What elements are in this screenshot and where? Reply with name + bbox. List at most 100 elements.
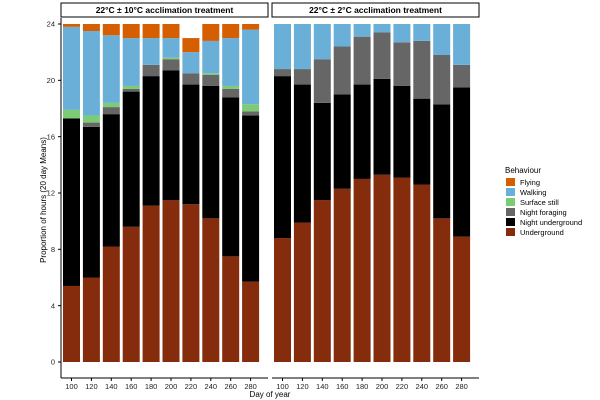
bar-left-160-underground bbox=[122, 226, 140, 362]
bar-left-180-night-underground bbox=[142, 76, 160, 206]
bar-left-100-walking bbox=[63, 26, 80, 110]
bar-left-100-flying bbox=[63, 24, 80, 27]
bar-right-240-walking bbox=[413, 24, 431, 41]
bar-right-200-night-underground bbox=[373, 78, 391, 175]
x-tick-label: 140 bbox=[316, 382, 329, 391]
bar-left-240-night-underground bbox=[202, 85, 220, 219]
bar-right-180-night-foraging bbox=[353, 36, 371, 85]
bar-right-180-night-underground bbox=[353, 84, 371, 179]
legend-item-walking: Walking bbox=[506, 188, 546, 197]
y-tick-label: 8 bbox=[51, 245, 55, 254]
y-tick-label: 4 bbox=[51, 301, 55, 310]
bar-left-120-night-underground bbox=[82, 126, 100, 278]
panel-right-strip-box bbox=[271, 2, 480, 18]
bar-left-260-night-underground bbox=[222, 97, 240, 257]
x-tick-label: 200 bbox=[165, 382, 178, 391]
x-tick-label: 260 bbox=[435, 382, 448, 391]
bar-right-140-night-underground bbox=[313, 102, 331, 201]
x-tick-label: 140 bbox=[105, 382, 118, 391]
bar-left-240-underground bbox=[202, 218, 220, 362]
bar-right-240-night-underground bbox=[413, 98, 431, 185]
bar-right-180-walking bbox=[353, 24, 371, 37]
bar-left-260-flying bbox=[222, 24, 240, 39]
x-tick-label: 280 bbox=[244, 382, 257, 391]
y-ticks: 0 4 8 12 16 20 24 bbox=[47, 20, 61, 367]
x-tick-label: 160 bbox=[125, 382, 138, 391]
legend-item-night-foraging: Night foraging bbox=[506, 208, 567, 217]
bar-right-280-night-underground bbox=[453, 87, 471, 237]
legend-swatch-surface-still bbox=[506, 198, 515, 206]
bar-left-200-night-underground bbox=[162, 70, 180, 201]
bar-right-220-underground bbox=[393, 177, 411, 362]
bar-right-280-night-foraging bbox=[453, 64, 471, 88]
bar-right-160-underground bbox=[333, 188, 351, 362]
legend-item-surface-still: Surface still bbox=[506, 198, 559, 207]
bar-left-120-surface-still bbox=[82, 115, 100, 123]
x-tick-label: 220 bbox=[396, 382, 409, 391]
x-tick-label: 120 bbox=[296, 382, 309, 391]
bar-right-280-underground bbox=[453, 236, 471, 362]
bar-left-220-night-foraging bbox=[182, 73, 200, 85]
legend-label-surface-still: Surface still bbox=[520, 198, 559, 207]
bar-left-280-surface-still bbox=[242, 104, 260, 112]
bar-left-220-flying bbox=[182, 38, 200, 53]
bar-left-140-underground bbox=[102, 246, 120, 362]
bar-left-100-underground bbox=[63, 285, 80, 362]
bar-left-240-flying bbox=[202, 24, 220, 41]
bar-left-120-walking bbox=[82, 31, 100, 116]
bar-left-200-flying bbox=[162, 24, 180, 39]
bar-right-120-walking bbox=[293, 24, 311, 70]
bar-right-100-night-underground bbox=[274, 76, 291, 239]
bar-right-140-underground bbox=[313, 200, 331, 362]
bar-left-180-flying bbox=[142, 24, 160, 39]
bar-right-260-night-foraging bbox=[433, 54, 451, 105]
bar-right-260-night-underground bbox=[433, 104, 451, 219]
x-tick-label: 220 bbox=[185, 382, 198, 391]
bar-left-240-walking bbox=[202, 40, 220, 74]
x-tick-label: 240 bbox=[205, 382, 218, 391]
bar-right-160-night-foraging bbox=[333, 46, 351, 95]
bar-left-120-night-foraging bbox=[82, 122, 100, 127]
bar-left-160-night-foraging bbox=[122, 88, 140, 92]
bar-right-260-walking bbox=[433, 24, 451, 55]
bar-right-200-underground bbox=[373, 174, 391, 362]
bar-right-140-walking bbox=[313, 24, 331, 60]
y-axis-title: Proportion of hours (20 day Means) bbox=[39, 137, 48, 263]
legend-swatch-underground bbox=[506, 228, 515, 236]
x-tick-label: 180 bbox=[356, 382, 369, 391]
bar-left-260-underground bbox=[222, 256, 240, 363]
bar-right-220-night-foraging bbox=[393, 42, 411, 86]
legend-swatch-flying bbox=[506, 178, 515, 186]
x-tick-label: 180 bbox=[145, 382, 158, 391]
y-tick-label: 12 bbox=[47, 189, 55, 198]
bar-left-180-walking bbox=[142, 38, 160, 65]
legend-item-underground: Underground bbox=[506, 228, 564, 237]
legend-swatch-night-foraging bbox=[506, 208, 515, 216]
bar-left-160-surface-still bbox=[122, 85, 140, 89]
panel-left-title: 22°C ± 10°C acclimation treatment bbox=[96, 5, 234, 15]
bar-left-220-walking bbox=[182, 52, 200, 74]
bar-right-100-walking bbox=[274, 24, 291, 70]
bar-left-100-night-underground bbox=[63, 118, 80, 286]
bar-right-200-walking bbox=[373, 24, 391, 33]
x-tick-label: 240 bbox=[416, 382, 429, 391]
bar-right-220-night-underground bbox=[393, 85, 411, 178]
legend-label-night-foraging: Night foraging bbox=[520, 208, 567, 217]
legend-label-walking: Walking bbox=[520, 188, 546, 197]
bar-right-100-underground bbox=[274, 238, 291, 362]
x-tick-label: 280 bbox=[455, 382, 468, 391]
bar-left-200-walking bbox=[162, 38, 180, 58]
bar-left-280-walking bbox=[242, 29, 260, 105]
x-tick-label: 100 bbox=[65, 382, 78, 391]
y-tick-label: 24 bbox=[47, 20, 55, 29]
legend-item-flying: Flying bbox=[506, 178, 540, 187]
x-axis-title: Day of year bbox=[250, 390, 291, 399]
x-tick-label: 100 bbox=[276, 382, 289, 391]
bar-left-140-flying bbox=[102, 24, 120, 36]
legend-swatch-night-underground bbox=[506, 218, 515, 226]
legend-item-night-underground: Night underground bbox=[506, 218, 582, 227]
bar-right-160-night-underground bbox=[333, 94, 351, 189]
bars-layer bbox=[63, 24, 471, 363]
